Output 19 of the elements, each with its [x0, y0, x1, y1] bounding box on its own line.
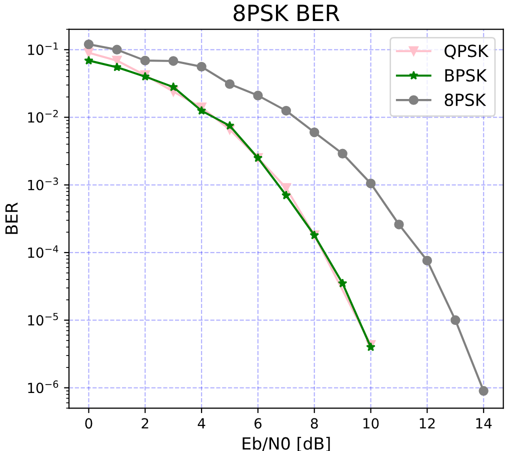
y-tick-label: 10$^{−3}$ — [28, 178, 58, 190]
legend-label: BPSK — [445, 69, 487, 82]
y-tick-label: 10$^{−1}$ — [28, 42, 58, 56]
chart-title: 8PSK BER — [234, 4, 340, 22]
x-tick-label: 8 — [310, 418, 318, 429]
y-tick-label: 10$^{−5}$ — [28, 312, 58, 326]
y-tick-label: 10$^{−6}$ — [28, 380, 58, 394]
y-axis-title: BER — [5, 202, 18, 234]
x-tick-label: 0 — [85, 418, 92, 429]
x-tick-label: 2 — [142, 418, 148, 428]
x-tick-label: 10 — [363, 418, 379, 429]
legend-label: QPSK — [444, 44, 489, 60]
y-tick-label: 10$^{−2}$ — [28, 110, 58, 123]
y-tick-label: 10$^{−4}$ — [28, 245, 58, 258]
x-tick-label: 12 — [420, 418, 435, 428]
x-tick-label: 6 — [254, 418, 262, 429]
x-tick-label: 4 — [198, 418, 206, 428]
legend-label: 8PSK — [444, 94, 486, 106]
x-tick-label: 14 — [476, 418, 492, 428]
